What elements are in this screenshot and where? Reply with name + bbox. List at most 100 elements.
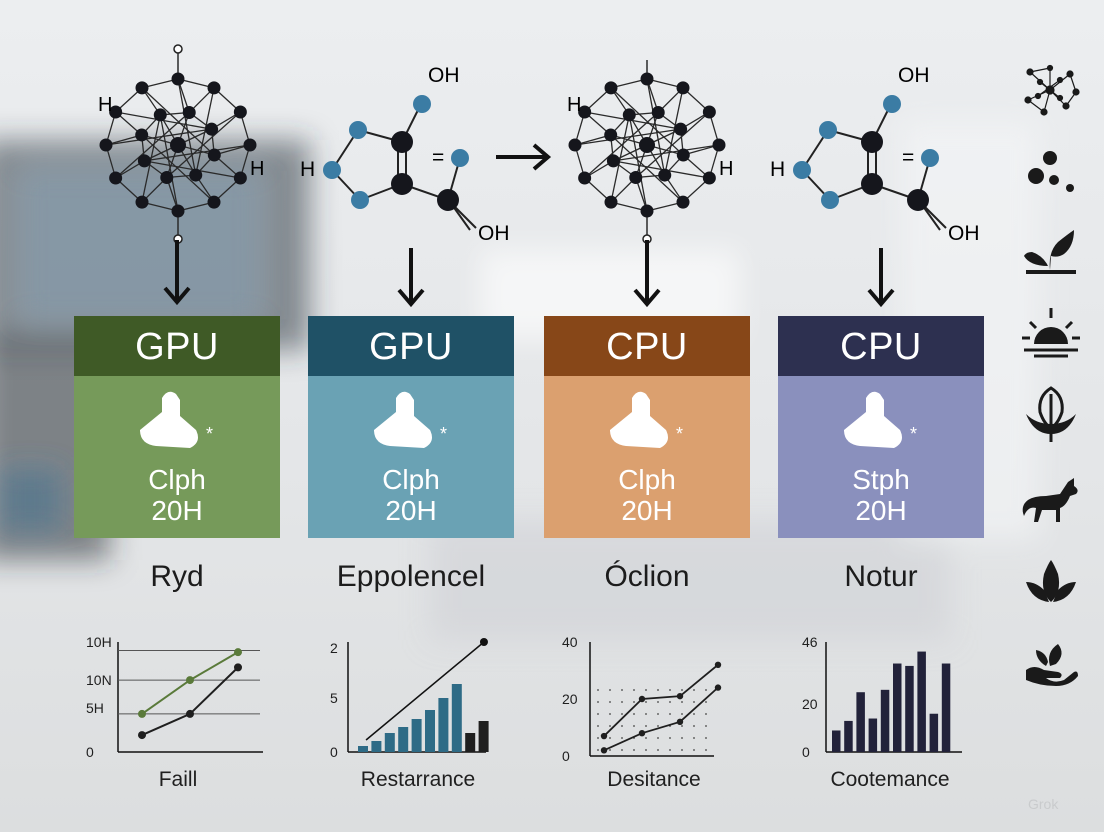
hand-leaf-icon bbox=[1026, 644, 1078, 686]
atom bbox=[676, 148, 690, 162]
atom bbox=[702, 105, 716, 119]
bar bbox=[451, 684, 462, 752]
atom bbox=[604, 195, 618, 209]
atom bbox=[135, 81, 149, 95]
down-arrow-3 bbox=[633, 240, 661, 308]
bond bbox=[159, 114, 179, 212]
bar bbox=[893, 663, 902, 752]
chart-desitance: 40 20 0 Desitance bbox=[562, 634, 722, 791]
grid-dot bbox=[657, 701, 659, 703]
data-point bbox=[638, 695, 646, 703]
card-body: * Clph 20H bbox=[74, 376, 280, 538]
card-gpu-1: GPU * Clph 20H bbox=[74, 316, 280, 538]
atom bbox=[640, 204, 654, 218]
tick-label: 20 bbox=[802, 696, 818, 712]
tick-label: 2 bbox=[330, 640, 338, 656]
bond bbox=[115, 111, 212, 130]
molecule-ring bbox=[793, 95, 947, 231]
atom bbox=[568, 138, 582, 152]
bond bbox=[610, 114, 630, 203]
atom bbox=[629, 170, 643, 184]
atom bbox=[821, 191, 839, 209]
molecule-network-icon bbox=[1024, 64, 1080, 116]
data-point bbox=[638, 730, 646, 737]
grid-dot bbox=[621, 701, 623, 703]
atom bbox=[676, 195, 690, 209]
grid-dot bbox=[693, 737, 695, 739]
grid-dot bbox=[693, 701, 695, 703]
atom bbox=[153, 108, 167, 122]
atom bbox=[170, 137, 186, 153]
atom bbox=[135, 195, 149, 209]
series-line-1 bbox=[603, 686, 719, 752]
grid-dot bbox=[597, 689, 599, 691]
axis-label: Cootemance bbox=[830, 768, 949, 791]
grid-dot bbox=[693, 689, 695, 691]
svg-text:*: * bbox=[440, 424, 447, 444]
grid-dot bbox=[657, 737, 659, 739]
grid-dot bbox=[657, 713, 659, 715]
card-header: GPU bbox=[308, 316, 514, 376]
grid-dot bbox=[621, 713, 623, 715]
bond bbox=[144, 144, 251, 162]
atom bbox=[182, 106, 196, 120]
bar bbox=[917, 651, 926, 752]
atom bbox=[712, 138, 726, 152]
atom bbox=[173, 44, 183, 54]
atom bbox=[674, 122, 688, 136]
chart-cootemance: 46 20 0 Cootemance bbox=[802, 634, 962, 791]
chart-restarrance: 2 5 0 Restarrance bbox=[330, 638, 489, 791]
atom bbox=[171, 72, 185, 86]
bar bbox=[905, 665, 914, 752]
fox-icon bbox=[1022, 478, 1078, 522]
atom bbox=[819, 121, 837, 139]
grid-dot bbox=[621, 737, 623, 739]
tick-label: 5H bbox=[86, 700, 104, 716]
atom bbox=[658, 168, 672, 182]
bar bbox=[856, 692, 865, 752]
trend-end-point bbox=[479, 638, 488, 646]
bar bbox=[465, 733, 476, 752]
atom-label: OH bbox=[898, 64, 930, 87]
grid-dot bbox=[645, 701, 647, 703]
data-point bbox=[138, 731, 146, 740]
atom bbox=[606, 154, 620, 168]
bar bbox=[868, 718, 878, 752]
bar bbox=[844, 720, 853, 752]
atom bbox=[907, 189, 929, 211]
atom bbox=[243, 138, 257, 152]
card-header: CPU bbox=[544, 316, 750, 376]
grid-dot bbox=[681, 689, 683, 691]
atom bbox=[135, 128, 149, 142]
grid-dot bbox=[609, 725, 611, 727]
atom bbox=[109, 171, 123, 185]
bond bbox=[144, 160, 241, 179]
grid-dot bbox=[645, 737, 647, 739]
atom bbox=[604, 128, 618, 142]
card-header: GPU bbox=[74, 316, 280, 376]
atom-label: OH bbox=[428, 64, 460, 87]
atom bbox=[160, 170, 174, 184]
bond bbox=[195, 87, 215, 176]
grid-dot bbox=[609, 713, 611, 715]
grid-dot bbox=[669, 689, 671, 691]
sunrise-icon bbox=[1022, 308, 1080, 358]
atom bbox=[702, 171, 716, 185]
atom-label: OH bbox=[478, 222, 510, 245]
atom bbox=[137, 154, 151, 168]
grid-dot bbox=[705, 701, 707, 703]
atom bbox=[640, 72, 654, 86]
atom bbox=[391, 131, 413, 153]
atom bbox=[578, 171, 592, 185]
series-line-0 bbox=[603, 664, 719, 737]
grid-dot bbox=[633, 701, 635, 703]
watermark: Grok bbox=[1028, 796, 1059, 812]
data-point bbox=[600, 732, 608, 740]
bar bbox=[398, 727, 409, 752]
sprout-icon bbox=[1024, 230, 1076, 274]
atom bbox=[676, 81, 690, 95]
atom bbox=[437, 189, 459, 211]
bond bbox=[177, 78, 197, 176]
atom bbox=[921, 149, 939, 167]
data-point bbox=[186, 709, 194, 718]
